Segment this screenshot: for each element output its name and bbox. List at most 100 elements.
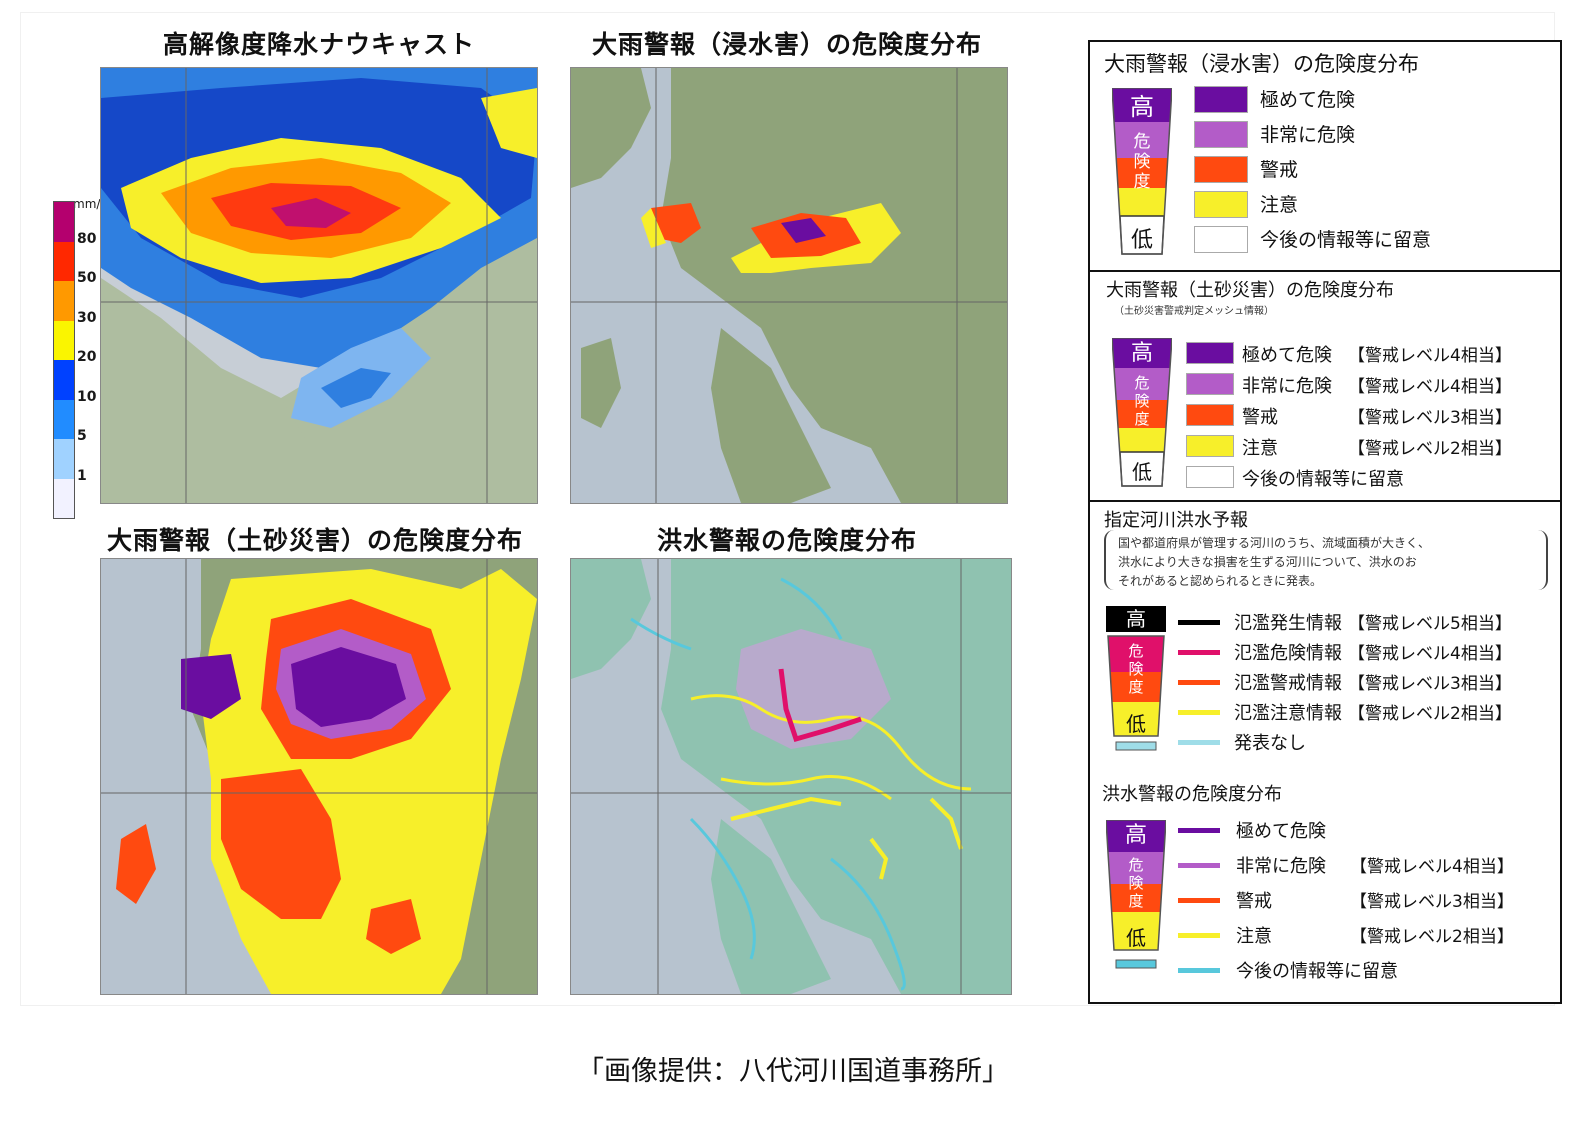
- gauge-low-label: 低: [1130, 228, 1153, 253]
- legend-swatch: [1178, 933, 1220, 938]
- legend-panel: 大雨警報（浸水害）の危険度分布 高 危険度 低 極めて危険 非常に危険 警戒 注意 今後…: [1088, 40, 1562, 1004]
- rain-scale-band: [54, 399, 74, 439]
- legend-landslide-title: 大雨警報（土砂災害）の危険度分布: [1106, 280, 1394, 301]
- legend-item-level: 【警戒レベル5相当】: [1348, 614, 1512, 634]
- legend-swatch: [1178, 680, 1220, 685]
- legend-item-level: 【警戒レベル4相当】: [1348, 377, 1512, 397]
- legend-swatch: [1178, 828, 1220, 833]
- gauge-mid-label: 危険度: [1134, 374, 1150, 428]
- gauge-mid-label: 危険度: [1128, 642, 1144, 696]
- legend-item-label: 警戒: [1260, 159, 1299, 181]
- gauge-high-label: 高: [1124, 823, 1147, 848]
- legend-item-label: 注意: [1236, 926, 1272, 947]
- legend-river-note-1: 国や都道府県が管理する河川のうち、流域面積が大きく、: [1118, 536, 1431, 550]
- legend-swatch: [1178, 863, 1220, 868]
- legend-swatch: [1178, 620, 1220, 625]
- landslide-map: [100, 558, 538, 995]
- legend-landslide-note: （土砂災害警戒判定メッシュ情報）: [1114, 306, 1274, 317]
- rain-scale-band: [54, 439, 74, 479]
- legend-item-level: 【警戒レベル4相当】: [1348, 346, 1512, 366]
- river-danger-gauge: 高 危険度 低: [1106, 606, 1166, 760]
- legend-item-level: 【警戒レベル2相当】: [1348, 439, 1512, 459]
- rain-scale-tick: 20: [77, 349, 97, 365]
- legend-item-label: 極めて危険: [1242, 345, 1332, 366]
- legend-item-label: 今後の情報等に留意: [1260, 229, 1432, 251]
- figure-panel: 高解像度降水ナウキャスト 大雨警報（浸水害）の危険度分布 大雨警報（土砂災害）の…: [20, 12, 1562, 1006]
- legend-item-label: 注意: [1260, 194, 1299, 216]
- legend-river-flood: 指定河川洪水予報 国や都道府県が管理する河川のうち、流域面積が大きく、 洪水によ…: [1090, 500, 1560, 1002]
- legend-swatch: [1178, 740, 1220, 745]
- legend-item-level: 【警戒レベル4相当】: [1350, 857, 1514, 877]
- legend-river-note-3: それがあると認められるときに発表。: [1118, 574, 1323, 588]
- flood-map: [570, 558, 1012, 995]
- rain-scale-tick: 5: [77, 428, 87, 444]
- image-credit-caption: 「画像提供：八代河川国道事務所」: [577, 1056, 1009, 1087]
- legend-swatch: [1186, 404, 1234, 426]
- legend-flood-title: 洪水警報の危険度分布: [1102, 784, 1282, 805]
- rain-scale-tick: 30: [77, 309, 97, 326]
- legend-river-note-bracket: [1104, 530, 1548, 590]
- legend-swatch: [1194, 86, 1248, 113]
- gauge-low-label: 低: [1126, 926, 1146, 950]
- legend-swatch: [1186, 466, 1234, 488]
- inundation-map: [570, 67, 1008, 504]
- legend-river-note-2: 洪水により大きな損害を生ずる河川について、洪水のお: [1118, 555, 1417, 569]
- gauge-low-label: 低: [1126, 712, 1146, 736]
- legend-swatch: [1186, 435, 1234, 457]
- legend-item-label: 氾濫危険情報: [1234, 643, 1342, 664]
- legend-inundation: 大雨警報（浸水害）の危険度分布 高 危険度 低 極めて危険非常に危険警戒注意今後…: [1090, 42, 1560, 270]
- legend-swatch: [1194, 121, 1248, 148]
- rain-scale-bar: [53, 201, 75, 519]
- nowcast-map: [100, 67, 538, 504]
- flood-danger-gauge: 高 危険度 低: [1106, 820, 1166, 980]
- rain-scale-tick: 80: [77, 230, 97, 247]
- gauge-high-label: 高: [1126, 607, 1146, 631]
- rain-scale-band: [54, 281, 74, 321]
- legend-river-title: 指定河川洪水予報: [1104, 510, 1248, 531]
- rain-scale-band: [54, 202, 74, 242]
- legend-item-level: 【警戒レベル3相当】: [1350, 892, 1514, 912]
- legend-item-label: 非常に危険: [1260, 124, 1356, 146]
- rain-scale-tick: 50: [77, 270, 97, 286]
- legend-item-level: 【警戒レベル2相当】: [1350, 927, 1514, 947]
- legend-swatch: [1178, 968, 1220, 973]
- rain-scale-unit: mm/h: [73, 197, 109, 211]
- legend-item-label: 極めて危険: [1260, 89, 1356, 111]
- legend-item-label: 氾濫警戒情報: [1234, 673, 1342, 694]
- legend-item-label: 氾濫発生情報: [1234, 613, 1342, 634]
- rain-scale-band: [54, 478, 74, 518]
- rain-scale-band: [54, 360, 74, 400]
- legend-item-label: 注意: [1242, 438, 1278, 459]
- rain-scale-tick: 10: [77, 388, 97, 405]
- legend-item-label: 氾濫注意情報: [1234, 703, 1342, 724]
- gauge-low-label: 低: [1132, 460, 1152, 484]
- legend-inundation-title: 大雨警報（浸水害）の危険度分布: [1104, 52, 1419, 76]
- landslide-map-title: 大雨警報（土砂災害）の危険度分布: [107, 526, 524, 555]
- gauge-mid-label: 危険度: [1133, 132, 1151, 192]
- legend-swatch: [1186, 342, 1234, 364]
- gauge-high-label: 高: [1130, 341, 1153, 366]
- legend-landslide: 大雨警報（土砂災害）の危険度分布 （土砂災害警戒判定メッシュ情報） 高 危険度 …: [1090, 270, 1560, 502]
- legend-item-label: 今後の情報等に留意: [1236, 961, 1398, 982]
- legend-item-label: 非常に危険: [1242, 376, 1332, 397]
- legend-swatch: [1194, 226, 1248, 253]
- legend-swatch: [1178, 898, 1220, 903]
- gauge-high-label: 高: [1130, 93, 1154, 121]
- legend-swatch: [1178, 710, 1220, 715]
- legend-swatch: [1186, 373, 1234, 395]
- legend-swatch: [1194, 191, 1248, 218]
- legend-item-label: 警戒: [1236, 891, 1272, 912]
- legend-item-level: 【警戒レベル2相当】: [1348, 704, 1512, 724]
- rain-scale-band: [54, 320, 74, 360]
- legend-swatch: [1194, 156, 1248, 183]
- legend-item-label: 警戒: [1242, 407, 1278, 428]
- inundation-map-title: 大雨警報（浸水害）の危険度分布: [592, 30, 983, 59]
- gauge-mid-label: 危険度: [1128, 856, 1144, 910]
- legend-item-label: 極めて危険: [1236, 821, 1326, 842]
- flood-map-title: 洪水警報の危険度分布: [657, 526, 918, 555]
- legend-item-level: 【警戒レベル4相当】: [1348, 644, 1512, 664]
- nowcast-map-title: 高解像度降水ナウキャスト: [163, 30, 476, 59]
- danger-gauge: 高 危険度 低: [1112, 338, 1172, 488]
- legend-item-level: 【警戒レベル3相当】: [1348, 674, 1512, 694]
- rain-scale-tick: 1: [77, 467, 87, 484]
